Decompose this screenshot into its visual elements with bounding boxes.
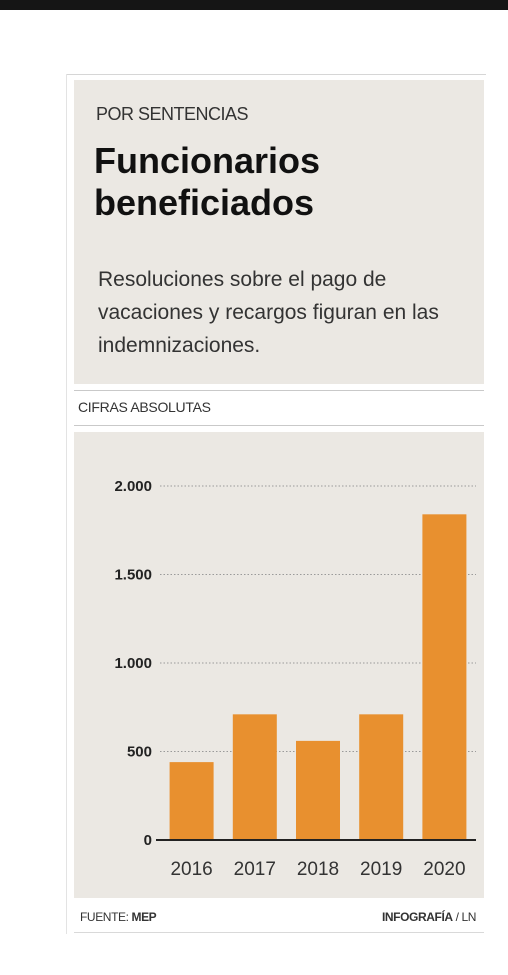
x-tick-label: 2017 (234, 859, 276, 880)
bar (296, 740, 340, 840)
chart-title: Funcionarios beneficiados (94, 140, 321, 223)
bar (232, 714, 277, 840)
bar (169, 762, 214, 840)
credit-suffix: / LN (452, 910, 477, 924)
source-name: MEP (131, 910, 157, 924)
section-label: CIFRAS ABSOLUTAS (78, 399, 211, 415)
x-tick-label: 2018 (297, 859, 339, 880)
frame-left-rule (66, 74, 67, 934)
bar (422, 514, 467, 840)
source-credit: FUENTE: MEP (80, 910, 157, 924)
y-tick-label: 1.000 (114, 655, 152, 672)
bar (359, 714, 404, 840)
header-panel: POR SENTENCIAS Funcionarios beneficiados… (74, 80, 484, 384)
y-tick-label: 1.500 (114, 567, 152, 584)
x-tick-label: 2016 (170, 859, 212, 880)
credit-name: INFOGRAFÍA (381, 910, 453, 924)
footer: FUENTE: MEP INFOGRAFÍA / LN (80, 910, 476, 928)
frame-top-rule (66, 74, 486, 75)
top-bar (0, 0, 508, 10)
y-tick-label: 500 (127, 744, 152, 761)
y-tick-label: 2.000 (114, 478, 152, 495)
source-prefix: FUENTE: (80, 910, 129, 924)
section-rule-top (74, 390, 484, 391)
footer-rule (74, 932, 484, 933)
chart-panel: 0 500 1.000 1.500 2.000 2016 2017 2018 2019 2020 (74, 432, 484, 898)
y-tick-label: 0 (144, 832, 152, 849)
bar-chart: 0 500 1.000 1.500 2.000 2016 2017 2018 2019 2020 (114, 478, 476, 880)
x-tick-label: 2020 (423, 859, 465, 880)
x-tick-label: 2019 (360, 859, 402, 880)
section-rule-bottom (74, 425, 484, 426)
kicker-label: POR SENTENCIAS (96, 104, 249, 124)
graphic-credit: INFOGRAFÍA / LN (382, 910, 476, 924)
chart-subtitle: Resoluciones sobre el pago de vacaciones… (98, 268, 439, 357)
